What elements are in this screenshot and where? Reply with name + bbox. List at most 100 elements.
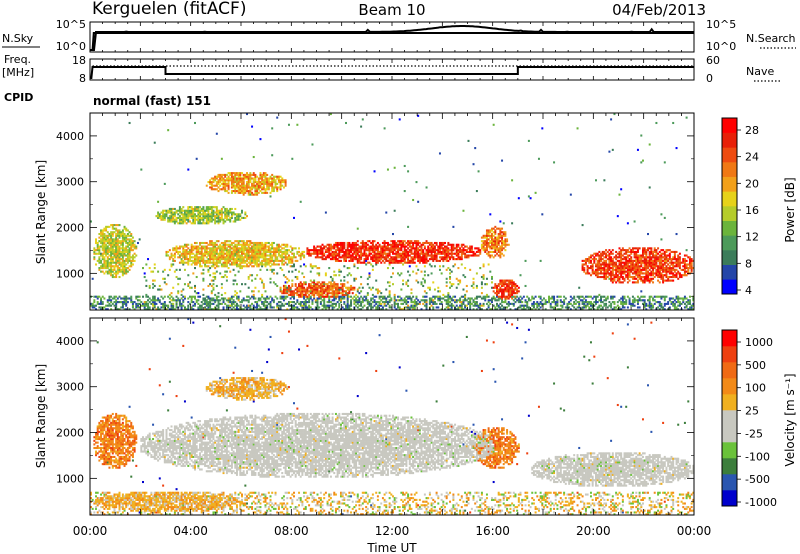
heatmap-cell: [291, 295, 294, 298]
heatmap-cell: [118, 261, 121, 264]
heatmap-cell: [267, 263, 270, 266]
heatmap-cell: [212, 243, 215, 246]
heatmap-cell: [257, 299, 260, 302]
heatmap-cell: [496, 240, 498, 243]
heatmap-cell: [246, 240, 249, 243]
heatmap-cell: [413, 241, 416, 245]
heatmap-cell: [235, 172, 238, 175]
heatmap-cell: [440, 302, 443, 305]
heatmap-cell: [328, 299, 331, 302]
heatmap-cell: [254, 286, 257, 289]
heatmap-cell: [224, 292, 227, 295]
heatmap-cell: [482, 274, 485, 277]
heatmap-cell: [407, 247, 410, 250]
heatmap-cell: [474, 252, 477, 255]
heatmap-cell: [435, 241, 438, 245]
heatmap-cell: [341, 290, 344, 293]
heatmap-cell: [437, 295, 440, 298]
heatmap-cell: [348, 292, 351, 295]
heatmap-cell: [207, 243, 210, 246]
heatmap-cell: [251, 252, 254, 255]
heatmap-cell: [480, 247, 483, 250]
heatmap-cell: [225, 173, 228, 176]
heatmap-cell: [509, 293, 512, 296]
heatmap-cell: [444, 249, 446, 252]
heatmap-cell: [177, 222, 180, 225]
heatmap-cell: [291, 265, 294, 268]
heatmap-cell: [235, 182, 238, 185]
heatmap-cell: [407, 170, 410, 173]
heatmap-cell: [365, 254, 368, 257]
heatmap-cell: [182, 213, 185, 216]
heatmap-cell: [339, 243, 342, 246]
heatmap-cell: [353, 247, 356, 250]
heatmap-cell: [375, 243, 378, 246]
heatmap-cell: [329, 243, 332, 246]
heatmap-cell: [200, 259, 203, 262]
heatmap-cell: [212, 209, 215, 212]
heatmap-cell: [249, 177, 252, 180]
heatmap-cell: [395, 256, 398, 259]
heatmap-cell: [230, 184, 233, 187]
heatmap-cell: [247, 243, 250, 246]
heatmap-cell: [125, 241, 128, 245]
heatmap-cell: [188, 258, 191, 261]
heatmap-cell: [496, 308, 498, 310]
heatmap-cell: [209, 179, 212, 182]
heatmap-cell: [101, 236, 104, 239]
heatmap-cell: [180, 297, 183, 300]
heatmap-cell: [334, 258, 337, 261]
heatmap-cell: [356, 249, 359, 252]
heatmap-cell: [192, 256, 195, 259]
heatmap-cell: [251, 125, 254, 128]
heatmap-cell: [282, 179, 285, 182]
heatmap-cell: [252, 250, 255, 253]
heatmap-cell: [239, 254, 242, 257]
heatmap-cell: [341, 241, 344, 245]
heatmap-cell: [326, 247, 329, 250]
heatmap-cell: [207, 308, 210, 310]
heatmap-cell: [249, 240, 252, 243]
heatmap-cell: [371, 240, 374, 243]
heatmap-cell: [517, 299, 520, 302]
heatmap-cell: [469, 299, 472, 302]
heatmap-cell: [398, 243, 401, 246]
heatmap-cell: [454, 252, 457, 255]
heatmap-cell: [222, 258, 225, 261]
heatmap-cell: [121, 254, 124, 257]
heatmap-cell: [373, 247, 376, 250]
heatmap-cell: [353, 299, 356, 302]
heatmap-cell: [274, 283, 277, 286]
heatmap-cell: [512, 284, 515, 288]
heatmap-cell: [506, 302, 509, 305]
station-title: Kerguelen (fitACF): [92, 0, 246, 19]
heatmap-cell: [101, 238, 104, 241]
heatmap-cell: [237, 184, 240, 187]
heatmap-cell: [499, 286, 502, 289]
heatmap-cell: [266, 295, 269, 298]
heatmap-cell: [187, 243, 190, 246]
heatmap-cell: [157, 270, 160, 273]
heatmap-cell: [321, 254, 324, 257]
heatmap-cell: [200, 265, 203, 268]
heatmap-cell: [282, 288, 285, 291]
heatmap-cell: [123, 259, 126, 262]
heatmap-cell: [227, 175, 230, 178]
heatmap-cell: [192, 247, 195, 250]
heatmap-cell: [197, 250, 200, 253]
heatmap-cell: [334, 274, 337, 277]
heatmap-cell: [459, 258, 462, 261]
heatmap-cell: [501, 279, 504, 282]
heatmap-cell: [110, 245, 113, 248]
heatmap-cell: [521, 301, 524, 304]
heatmap-cell: [512, 292, 515, 295]
heatmap-cell: [195, 215, 198, 218]
heatmap-cell: [351, 256, 354, 259]
heatmap-cell: [433, 256, 436, 259]
heatmap-cell: [368, 302, 371, 305]
heatmap-cell: [385, 299, 388, 302]
heatmap-cell: [321, 252, 324, 255]
heatmap-cell: [220, 188, 223, 191]
heatmap-cell: [244, 247, 247, 250]
heatmap-cell: [175, 216, 178, 219]
